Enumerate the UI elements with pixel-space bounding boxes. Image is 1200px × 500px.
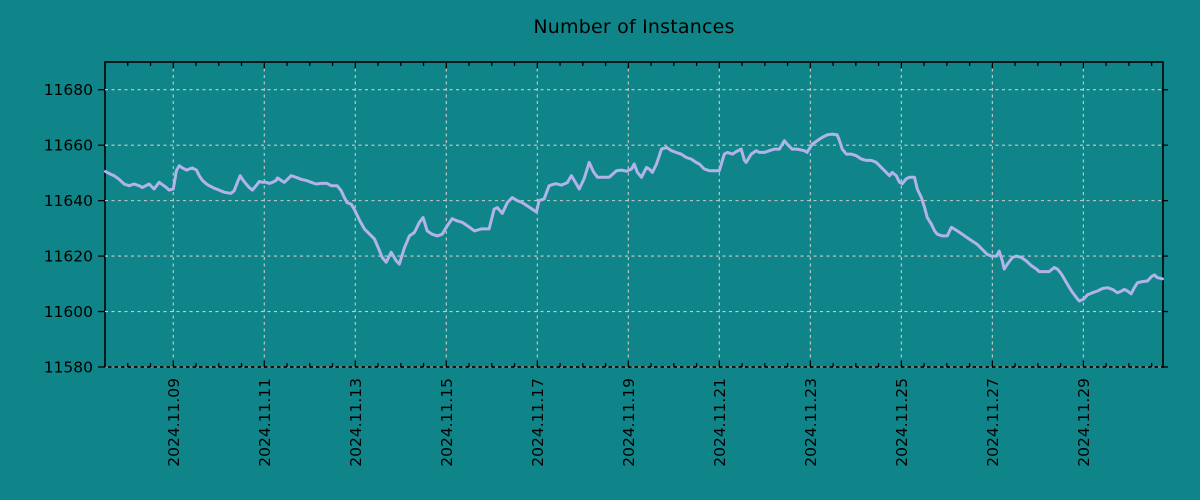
x-axis-label: 2024.11.11: [256, 378, 274, 467]
y-axis-label: 11660: [44, 137, 93, 155]
plot-border: [104, 61, 1164, 368]
x-axis-label: 2024.11.25: [893, 378, 911, 467]
chart-title: Number of Instances: [533, 16, 735, 38]
x-axis-label: 2024.11.27: [984, 378, 1002, 467]
x-axis-label: 2024.11.09: [165, 378, 183, 467]
x-axis-label: 2024.11.29: [1075, 378, 1093, 467]
y-axis-label: 11620: [44, 248, 93, 266]
x-axis-label: 2024.11.21: [711, 378, 729, 467]
x-axis-label: 2024.11.19: [620, 378, 638, 467]
y-axis-label: 11680: [44, 81, 93, 99]
x-axis-label: 2024.11.23: [802, 378, 820, 467]
x-axis-label: 2024.11.15: [438, 378, 456, 467]
y-axis-label: 11580: [44, 359, 93, 377]
y-axis-label: 11640: [44, 192, 93, 210]
x-axis-label: 2024.11.17: [529, 378, 547, 467]
data-line: [104, 132, 1164, 303]
y-axis-label: 11600: [44, 303, 93, 321]
x-axis-label: 2024.11.13: [347, 378, 365, 467]
